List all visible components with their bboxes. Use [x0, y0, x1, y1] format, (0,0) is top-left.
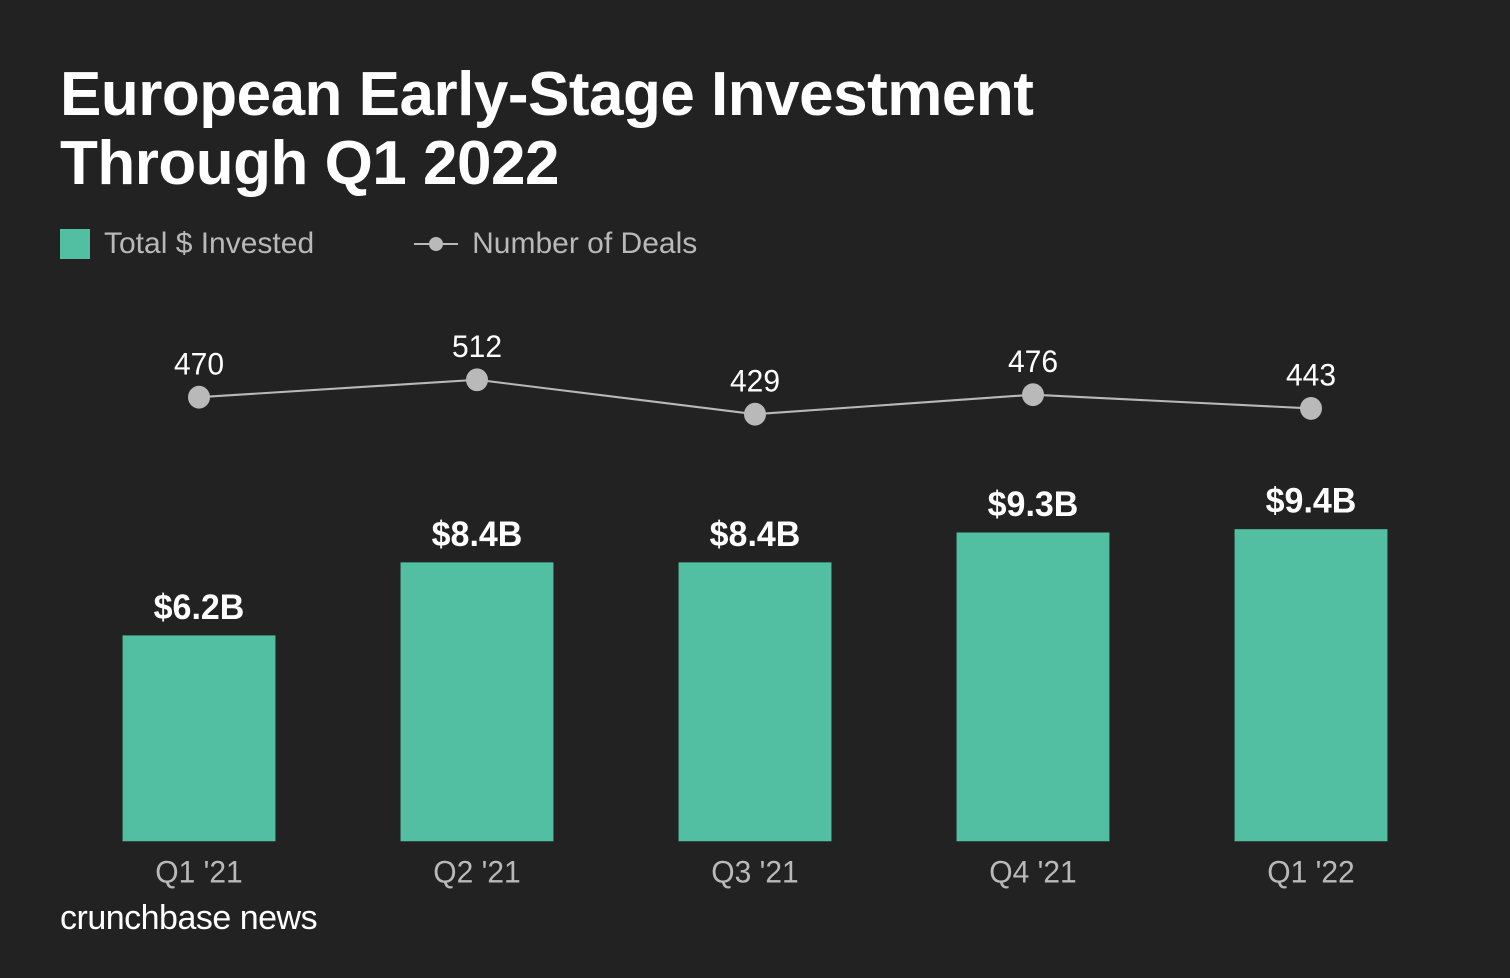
x-axis-label: Q1 '22 — [1267, 855, 1354, 890]
deals-dot — [1300, 397, 1322, 420]
bar-value-label: $9.3B — [988, 485, 1079, 524]
line-value-label: 512 — [452, 329, 502, 364]
legend-bar-label: Total $ Invested — [104, 227, 314, 261]
x-axis-label: Q2 '21 — [433, 855, 520, 890]
line-value-label: 429 — [730, 364, 780, 399]
bar-value-label: $9.4B — [1266, 482, 1357, 521]
bar — [401, 562, 554, 841]
line-value-label: 443 — [1286, 358, 1336, 393]
legend-item-line: Number of Deals — [414, 227, 697, 261]
chart-title: European Early-Stage Investment Through … — [60, 60, 1450, 199]
chart-legend: Total $ Invested Number of Deals — [60, 227, 1450, 261]
bar-value-label: $8.4B — [710, 515, 801, 554]
bar-value-label: $6.2B — [154, 588, 245, 627]
x-axis-label: Q1 '21 — [155, 855, 242, 890]
legend-line-label: Number of Deals — [472, 227, 697, 261]
deals-dot — [188, 386, 210, 409]
footer-attribution: crunchbase news — [60, 899, 1450, 938]
bar — [679, 562, 832, 841]
line-value-label: 470 — [174, 347, 224, 382]
x-axis-label: Q3 '21 — [711, 855, 798, 890]
chart-svg: $6.2B Q1 '21 $8.4B Q2 '21 $8.4B Q3 '21 $9.3B Q4… — [60, 281, 1450, 893]
bar — [957, 532, 1110, 841]
deals-dot — [1022, 383, 1044, 406]
legend-item-bars: Total $ Invested — [60, 227, 314, 261]
title-line-2: Through Q1 2022 — [60, 129, 559, 198]
legend-line-swatch — [414, 229, 458, 259]
line-value-label: 476 — [1008, 344, 1058, 379]
legend-bar-swatch — [60, 229, 90, 259]
bar — [123, 635, 276, 841]
bar-value-label: $8.4B — [432, 515, 523, 554]
title-line-1: European Early-Stage Investment — [60, 60, 1033, 129]
chart-area: $6.2B Q1 '21 $8.4B Q2 '21 $8.4B Q3 '21 $9.3B Q4… — [60, 281, 1450, 893]
deals-dot — [466, 368, 488, 391]
x-axis-label: Q4 '21 — [989, 855, 1076, 890]
deals-dot — [744, 403, 766, 426]
bar — [1235, 529, 1388, 841]
